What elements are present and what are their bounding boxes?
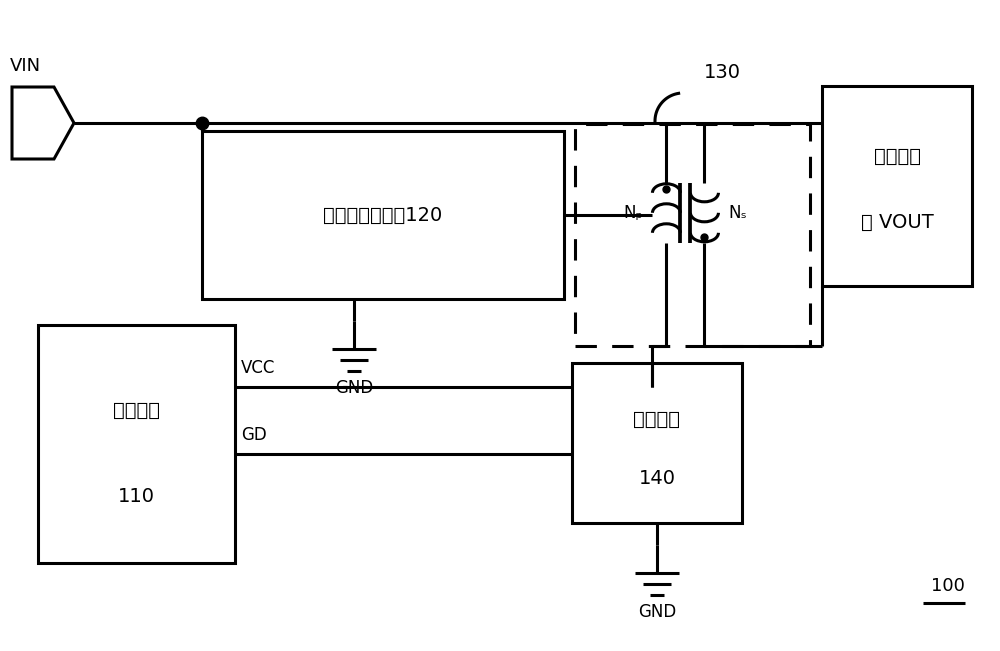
Text: Nₚ: Nₚ xyxy=(624,204,643,222)
Text: 端 VOUT: 端 VOUT xyxy=(861,212,933,232)
Text: GND: GND xyxy=(638,603,676,621)
Text: 输出供电: 输出供电 xyxy=(874,146,921,165)
Bar xyxy=(572,363,742,523)
Bar xyxy=(575,124,810,346)
Text: 100: 100 xyxy=(931,577,965,595)
Text: VIN: VIN xyxy=(10,57,41,75)
Text: Nₛ: Nₛ xyxy=(728,204,747,222)
Text: GND: GND xyxy=(335,379,373,397)
Text: 110: 110 xyxy=(118,487,155,506)
Text: VCC: VCC xyxy=(241,359,275,377)
Text: 140: 140 xyxy=(638,469,675,488)
Text: 130: 130 xyxy=(704,62,740,81)
Text: 驱动芯片: 驱动芯片 xyxy=(113,401,160,420)
Bar xyxy=(38,325,235,563)
Bar xyxy=(822,86,972,286)
Text: GD: GD xyxy=(241,426,267,443)
Bar xyxy=(202,131,564,299)
Text: 开关模块: 开关模块 xyxy=(634,409,680,428)
Text: 线性稳压子电路120: 线性稳压子电路120 xyxy=(323,206,443,225)
